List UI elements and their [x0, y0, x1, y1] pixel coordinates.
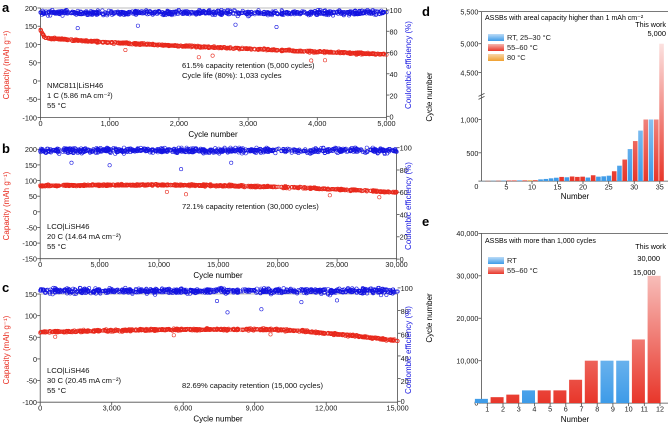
svg-text:Cycle number: Cycle number — [193, 271, 243, 280]
svg-text:0: 0 — [474, 182, 478, 191]
svg-text:Cycle number: Cycle number — [425, 293, 434, 343]
svg-text:30,000: 30,000 — [456, 271, 478, 280]
svg-text:55–60 °C: 55–60 °C — [507, 266, 539, 275]
svg-text:80: 80 — [390, 27, 398, 36]
svg-text:-150: -150 — [22, 255, 37, 264]
svg-text:50: 50 — [29, 333, 37, 342]
svg-text:30 C (20.45 mA cm⁻²): 30 C (20.45 mA cm⁻²) — [47, 376, 122, 385]
svg-text:e: e — [422, 214, 429, 229]
svg-text:30,000: 30,000 — [637, 254, 660, 263]
svg-text:5,000: 5,000 — [460, 40, 478, 49]
svg-text:ASSBs with more than 1,000 cyc: ASSBs with more than 1,000 cycles — [485, 238, 596, 245]
svg-text:NMC811|LiSH46: NMC811|LiSH46 — [47, 81, 103, 90]
svg-text:150: 150 — [25, 161, 37, 170]
svg-text:50: 50 — [29, 192, 37, 201]
svg-text:100: 100 — [25, 177, 37, 186]
svg-text:50: 50 — [29, 59, 37, 68]
svg-text:Capacity (mAh g⁻¹): Capacity (mAh g⁻¹) — [2, 30, 11, 99]
svg-text:Cycle life (80%): 1,033 cycles: Cycle life (80%): 1,033 cycles — [182, 71, 282, 80]
svg-text:20 C (14.64 mA cm⁻²): 20 C (14.64 mA cm⁻²) — [47, 232, 122, 241]
svg-text:Cycle number: Cycle number — [193, 415, 243, 424]
svg-text:100: 100 — [390, 6, 402, 15]
svg-text:200: 200 — [25, 145, 37, 154]
svg-text:Capacity (mAh g⁻¹): Capacity (mAh g⁻¹) — [2, 315, 11, 384]
svg-text:15,000: 15,000 — [633, 268, 656, 277]
svg-text:RT, 25–30 °C: RT, 25–30 °C — [507, 33, 552, 42]
svg-text:-50: -50 — [26, 223, 37, 232]
svg-text:c: c — [2, 280, 9, 295]
svg-text:5,000: 5,000 — [648, 29, 667, 38]
svg-text:40,000: 40,000 — [456, 229, 478, 238]
svg-text:55–60 °C: 55–60 °C — [507, 43, 539, 52]
svg-text:55 °C: 55 °C — [47, 101, 67, 110]
svg-text:-100: -100 — [22, 398, 37, 407]
svg-text:-100: -100 — [22, 114, 37, 123]
svg-text:This work: This work — [635, 242, 666, 251]
svg-text:4,500: 4,500 — [460, 69, 478, 78]
svg-text:61.5% capacity retention (5,00: 61.5% capacity retention (5,000 cycles) — [182, 61, 315, 70]
svg-text:RT: RT — [507, 256, 517, 265]
svg-text:0: 0 — [33, 77, 37, 86]
svg-text:72.1% capacity retention (30,0: 72.1% capacity retention (30,000 cycles) — [182, 202, 319, 211]
svg-text:-50: -50 — [26, 377, 37, 386]
svg-text:20,000: 20,000 — [456, 314, 478, 323]
svg-text:Number: Number — [561, 192, 590, 201]
svg-text:82.69% capacity retention (15,: 82.69% capacity retention (15,000 cycles… — [182, 381, 323, 390]
svg-text:1,000: 1,000 — [460, 116, 478, 125]
svg-text:60: 60 — [390, 49, 398, 58]
svg-text:20: 20 — [390, 91, 398, 100]
svg-text:Cycle number: Cycle number — [188, 130, 238, 139]
svg-text:150: 150 — [25, 22, 37, 31]
svg-text:Capacity (mAh g⁻¹): Capacity (mAh g⁻¹) — [2, 171, 11, 240]
svg-text:0: 0 — [33, 355, 37, 364]
svg-text:100: 100 — [401, 284, 413, 293]
svg-text:Coulombic efficiency (%): Coulombic efficiency (%) — [404, 21, 413, 109]
svg-text:LCO|LiSH46: LCO|LiSH46 — [47, 222, 90, 231]
svg-text:55 °C: 55 °C — [47, 242, 67, 251]
svg-text:5,500: 5,500 — [460, 8, 478, 17]
svg-text:40: 40 — [390, 70, 398, 79]
svg-text:Number: Number — [561, 415, 590, 424]
svg-text:100: 100 — [25, 312, 37, 321]
svg-text:1 C (5.86 mA cm⁻²): 1 C (5.86 mA cm⁻²) — [47, 91, 113, 100]
svg-text:a: a — [2, 0, 10, 15]
svg-text:Coulombic efficiency (%): Coulombic efficiency (%) — [404, 306, 413, 394]
svg-text:Cycle number: Cycle number — [425, 72, 434, 122]
svg-text:150: 150 — [25, 290, 37, 299]
svg-text:100: 100 — [25, 41, 37, 50]
svg-text:This work: This work — [635, 20, 666, 29]
svg-text:b: b — [2, 141, 10, 156]
svg-text:200: 200 — [25, 4, 37, 13]
svg-text:55 °C: 55 °C — [47, 386, 67, 395]
svg-text:-100: -100 — [22, 239, 37, 248]
svg-text:0: 0 — [33, 208, 37, 217]
svg-text:Coulombic efficiency (%): Coulombic efficiency (%) — [404, 162, 413, 250]
svg-text:500: 500 — [466, 149, 478, 158]
svg-text:LCO|LiSH46: LCO|LiSH46 — [47, 366, 90, 375]
svg-text:ASSBs with areal capacity high: ASSBs with areal capacity higher than 1 … — [485, 15, 644, 22]
svg-text:-50: -50 — [26, 95, 37, 104]
svg-text:d: d — [422, 4, 430, 19]
svg-text:10,000: 10,000 — [456, 356, 478, 365]
svg-text:80 °C: 80 °C — [507, 53, 526, 62]
svg-text:100: 100 — [400, 144, 412, 153]
